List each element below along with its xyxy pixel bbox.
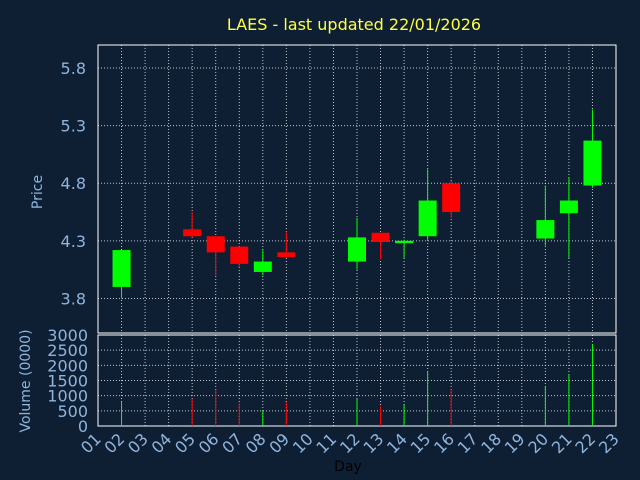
candle-body <box>348 237 366 262</box>
volume-tick-label: 1500 <box>47 372 88 391</box>
candle-body <box>253 261 272 272</box>
volume-tick-label: 0 <box>78 417 88 436</box>
candle-body <box>112 250 131 287</box>
price-tick-label: 5.8 <box>61 59 86 78</box>
price-tick-label: 4.3 <box>61 232 86 251</box>
candle-body <box>371 232 390 242</box>
volume-tick-label: 2000 <box>47 356 88 375</box>
volume-tick-label: 3000 <box>47 326 88 345</box>
candle-body <box>418 200 437 237</box>
day-axis-ticks: 0102030405060708091011121314151617181920… <box>77 429 623 457</box>
candle-body <box>230 246 249 264</box>
candle-body <box>395 240 414 244</box>
volume-tick-label: 500 <box>57 402 88 421</box>
candle-body <box>536 220 555 239</box>
day-tick-label: 23 <box>595 429 623 457</box>
volume-tick-label: 2500 <box>47 341 88 360</box>
candles <box>112 109 602 299</box>
price-tick-label: 5.3 <box>61 117 86 136</box>
volume-tick-label: 1000 <box>47 387 88 406</box>
price-axis-ticks: 3.8 4.3 4.8 5.3 5.8 <box>61 59 86 308</box>
candle-body <box>183 229 202 237</box>
day-axis-label: Day <box>334 459 362 475</box>
price-axis-label: Price <box>30 175 46 209</box>
volume-bars <box>121 344 593 426</box>
volume-axis-label: Volume (0000) <box>18 329 34 432</box>
candle-body <box>583 140 602 186</box>
candle-body <box>559 200 578 214</box>
chart-title: LAES - last updated 22/01/2026 <box>227 15 481 34</box>
candle-body <box>442 183 461 213</box>
price-tick-label: 3.8 <box>61 289 86 308</box>
price-tick-label: 4.8 <box>61 174 86 193</box>
candle-body <box>206 236 225 253</box>
candle-body <box>277 252 296 257</box>
